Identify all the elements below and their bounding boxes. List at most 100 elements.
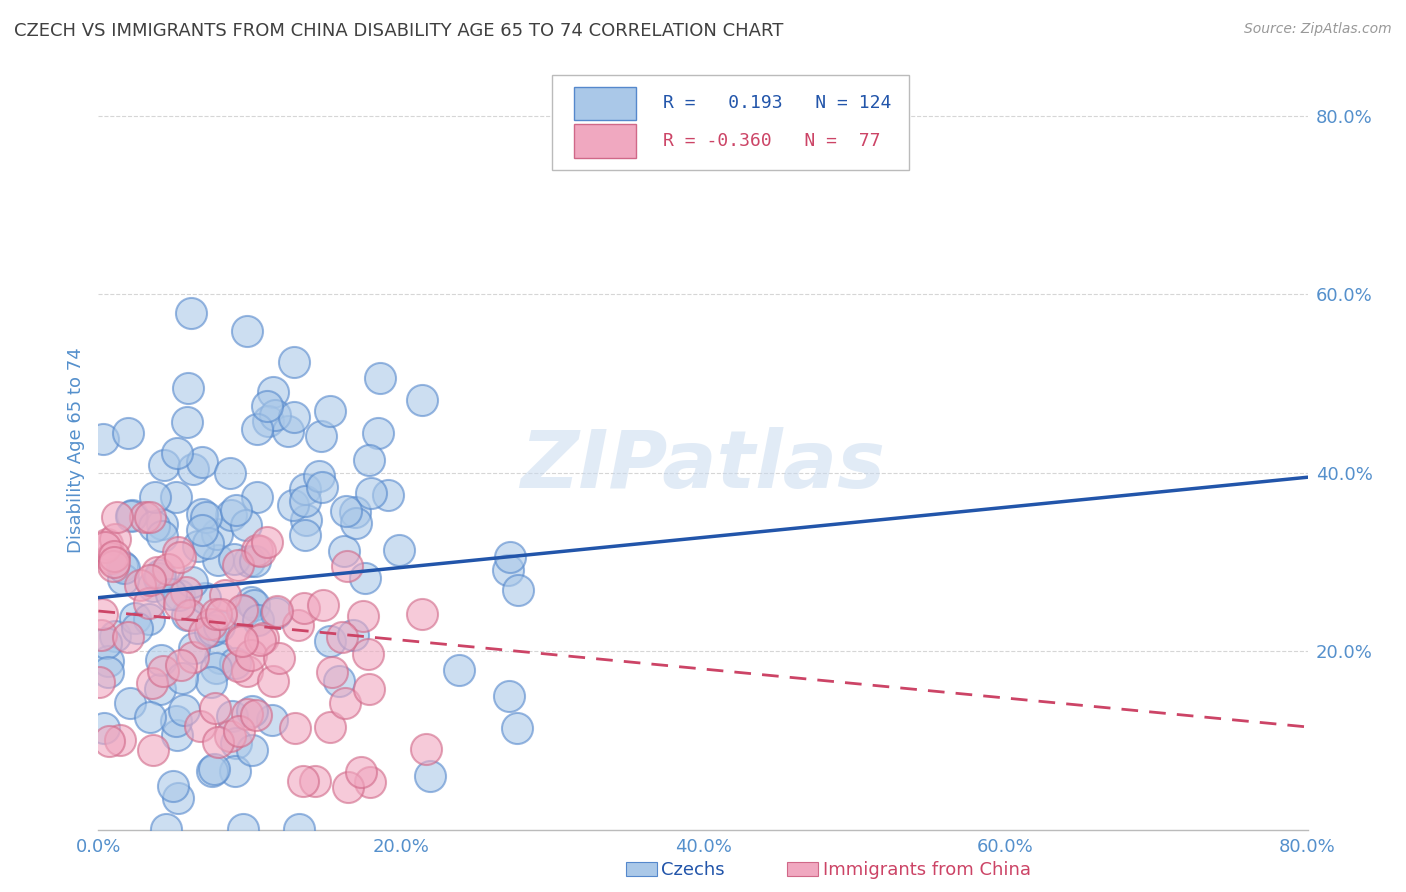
- Point: [209, 607, 232, 621]
- Point: [150, 653, 173, 667]
- Point: [179, 608, 201, 623]
- Point: [249, 632, 271, 647]
- Point: [139, 710, 162, 724]
- Point: [129, 578, 152, 592]
- Point: [249, 543, 271, 558]
- Point: [415, 741, 437, 756]
- Point: [260, 713, 283, 727]
- Point: [264, 408, 287, 422]
- Point: [335, 504, 357, 518]
- Point: [90, 628, 112, 642]
- Point: [319, 633, 342, 648]
- FancyBboxPatch shape: [574, 87, 637, 120]
- Point: [117, 630, 139, 644]
- Point: [377, 488, 399, 502]
- Point: [284, 721, 307, 735]
- Point: [370, 371, 392, 385]
- Point: [143, 518, 166, 533]
- Text: Czechs: Czechs: [661, 861, 724, 879]
- Point: [169, 549, 191, 564]
- Point: [97, 654, 120, 668]
- Point: [170, 671, 193, 685]
- Bar: [626, 862, 657, 876]
- Point: [98, 734, 121, 748]
- Point: [309, 429, 332, 443]
- Point: [208, 651, 231, 665]
- Point: [97, 665, 120, 680]
- Point: [288, 822, 311, 836]
- Point: [231, 634, 253, 648]
- Point: [336, 558, 359, 573]
- Point: [166, 446, 188, 460]
- Point: [356, 647, 378, 661]
- Point: [266, 605, 288, 619]
- Point: [294, 528, 316, 542]
- Point: [312, 598, 335, 612]
- Point: [145, 565, 167, 579]
- Point: [506, 722, 529, 736]
- Point: [190, 507, 212, 521]
- Point: [188, 719, 211, 733]
- Point: [93, 722, 115, 736]
- Point: [194, 510, 217, 524]
- Point: [277, 425, 299, 439]
- Point: [138, 596, 160, 610]
- Point: [193, 625, 215, 640]
- Point: [246, 422, 269, 436]
- Point: [155, 822, 177, 836]
- Point: [208, 618, 231, 632]
- Point: [240, 743, 263, 757]
- Point: [353, 571, 375, 585]
- Point: [344, 505, 367, 519]
- Point: [138, 612, 160, 626]
- Point: [239, 648, 262, 662]
- Point: [142, 579, 165, 593]
- Point: [236, 324, 259, 338]
- Point: [176, 415, 198, 429]
- Point: [198, 624, 221, 639]
- Point: [173, 703, 195, 717]
- Text: Immigrants from China: Immigrants from China: [823, 861, 1031, 879]
- Point: [148, 570, 170, 584]
- Point: [201, 764, 224, 778]
- FancyBboxPatch shape: [551, 75, 908, 170]
- Point: [350, 765, 373, 780]
- Point: [167, 545, 190, 559]
- Point: [200, 617, 222, 632]
- Point: [308, 468, 330, 483]
- Point: [228, 723, 250, 738]
- Text: R = -0.360   N =  77: R = -0.360 N = 77: [664, 132, 880, 150]
- Point: [304, 774, 326, 789]
- Point: [165, 714, 187, 728]
- Point: [352, 608, 374, 623]
- Point: [246, 542, 269, 557]
- Point: [319, 720, 342, 734]
- Point: [152, 664, 174, 678]
- Point: [197, 536, 219, 550]
- Point: [292, 600, 315, 615]
- Point: [167, 598, 190, 612]
- Point: [294, 482, 316, 496]
- Point: [283, 410, 305, 425]
- Point: [134, 510, 156, 524]
- Point: [194, 591, 217, 605]
- Point: [139, 573, 162, 587]
- Point: [149, 568, 172, 582]
- Point: [214, 588, 236, 602]
- Point: [100, 551, 122, 566]
- Point: [449, 664, 471, 678]
- Point: [167, 790, 190, 805]
- Point: [262, 674, 284, 689]
- Text: ZIPatlas: ZIPatlas: [520, 426, 886, 505]
- Point: [496, 563, 519, 577]
- Point: [388, 542, 411, 557]
- Point: [236, 707, 259, 722]
- Point: [243, 598, 266, 612]
- Point: [252, 631, 274, 645]
- Point: [121, 508, 143, 523]
- Point: [498, 689, 520, 703]
- Point: [264, 606, 287, 620]
- Point: [221, 708, 243, 723]
- Point: [104, 532, 127, 546]
- Point: [243, 554, 266, 568]
